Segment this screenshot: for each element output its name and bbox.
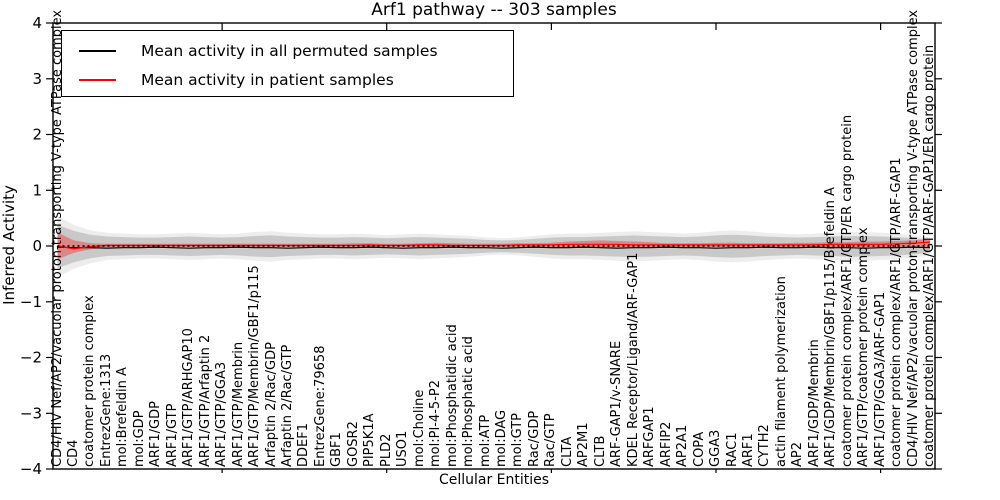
- x-tick-label: mol:Phosphatic acid: [461, 336, 477, 467]
- legend-label-patient: Mean activity in patient samples: [141, 70, 394, 89]
- x-tick-label: mol:DAG: [494, 409, 509, 467]
- x-tick-label: ARFGAP1: [642, 406, 658, 467]
- x-tick-label: ARF1/GDP/Membrin: [806, 339, 822, 467]
- x-tick-label: KDEL Receptor/Ligand/ARF-GAP1: [625, 252, 641, 467]
- x-tick-label: GGA3: [708, 429, 723, 467]
- x-tick-label: EntrezGene:79658: [312, 345, 328, 467]
- x-tick-label: CD4/HIV Nef/AP2/vacuolar proton-transpor…: [905, 9, 921, 467]
- x-tick-label: ARF1: [740, 433, 756, 467]
- x-tick-label: CLTA: [559, 436, 575, 467]
- x-tick-label: COPA: [691, 431, 707, 467]
- x-tick-label: mol:GTP: [510, 413, 526, 467]
- x-tick-label: ARF1/GDP/Membrin/GBF1/p115/Brefeldin A: [823, 187, 839, 467]
- x-tick-label: CD4: [66, 439, 81, 467]
- x-tick-label: Rac/GTP: [543, 413, 559, 467]
- x-tick-label: coatomer protein complex/ARF1/GTP/ARF-GA…: [889, 157, 905, 467]
- x-tick-label: ARF1/GTP/Arfaptin 2: [197, 334, 213, 467]
- x-tick-label: ARF-GAP1/v-SNARE: [609, 340, 625, 467]
- x-tick-label: mol:Brefeldin A: [115, 367, 131, 467]
- legend: Mean activity in all permuted samples Me…: [61, 30, 514, 97]
- patient-line-swatch: [79, 78, 116, 81]
- x-tick-label: ARF1/GTP/GGA3: [214, 361, 230, 467]
- x-tick-label: ARF1/GTP: [164, 403, 180, 467]
- x-tick-label: ARF1/GTP/coatomer protein complex: [856, 227, 872, 467]
- x-tick-label: RAC1: [724, 432, 740, 467]
- x-tick-label: ARF1/GTP/Membrin/GBF1/p115: [247, 265, 262, 467]
- x-tick-label: mol:ATP: [477, 414, 493, 467]
- x-tick-label: CYTH2: [757, 424, 773, 467]
- y-axis-label: Inferred Activity: [0, 185, 18, 305]
- chart-title: Arf1 pathway -- 303 samples: [371, 0, 617, 20]
- x-tick-label: Arfaptin 2/Rac/GTP: [280, 344, 295, 467]
- x-tick-label: ARF1/GTP/Membrin: [230, 341, 246, 467]
- x-tick-label: AP2: [790, 441, 806, 467]
- x-tick-label: mol:GDP: [131, 410, 147, 467]
- x-tick-label: Rac/GDP: [526, 410, 542, 467]
- x-tick-label: AP2M1: [576, 422, 592, 468]
- x-tick-label: actin filament polymerization: [773, 276, 789, 467]
- x-tick-label: coatomer protein complex: [82, 295, 98, 467]
- x-tick-label: DDEF1: [296, 423, 312, 467]
- legend-entry-permuted: Mean activity in all permuted samples: [62, 36, 513, 65]
- x-tick-label: PLD2: [378, 433, 394, 467]
- x-tick-label: ARF1/GDP: [148, 401, 164, 467]
- permuted-line-swatch: [79, 49, 116, 52]
- x-tick-label: ARF1/GTP/GGA3/ARF-GAP1: [872, 291, 888, 467]
- legend-entry-patient: Mean activity in patient samples: [62, 65, 513, 94]
- x-tick-label: coatomer protein complex/ARF1/GTP/ARF-GA…: [922, 44, 937, 467]
- legend-label-permuted: Mean activity in all permuted samples: [141, 41, 438, 60]
- x-tick-label: GBF1: [329, 432, 345, 467]
- x-tick-label: EntrezGene:1313: [98, 353, 114, 467]
- x-tick-label: AP2A1: [675, 424, 691, 467]
- x-tick-label: ARF1/GTP/ARHGAP10: [181, 328, 197, 467]
- x-tick-label: GOSR2: [345, 421, 361, 467]
- x-tick-label: USO1: [395, 430, 411, 467]
- x-tick-label: PIP5K1A: [362, 413, 378, 467]
- x-tick-label: Arfaptin 2/Rac/GDP: [263, 342, 279, 467]
- x-tick-label: mol:PI-4-5-P2: [428, 379, 444, 467]
- x-axis-label: Cellular Entities: [438, 472, 550, 488]
- x-tick-label: CLTB: [592, 435, 608, 467]
- x-tick-label: coatomer protein complex/ARF1/GTP/ER car…: [839, 114, 855, 467]
- x-tick-label: mol:Phosphatidic acid: [444, 324, 460, 467]
- x-tick-label: ARFIP2: [658, 421, 674, 467]
- x-tick-label: mol:Choline: [411, 389, 427, 467]
